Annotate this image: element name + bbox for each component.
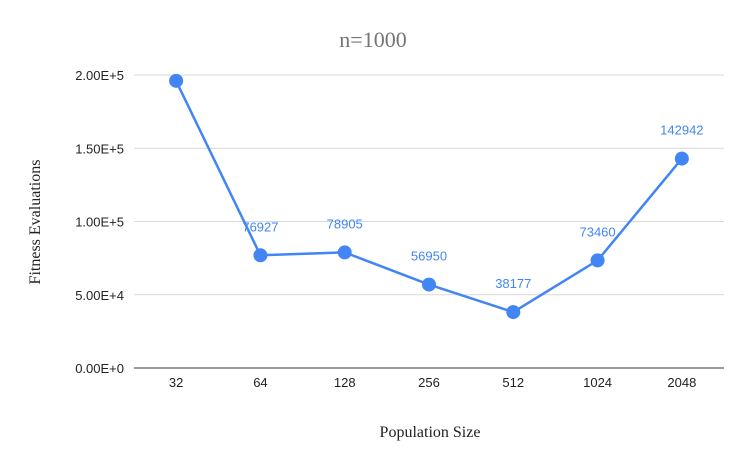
x-axis-label: Population Size bbox=[380, 424, 481, 441]
data-label: 142942 bbox=[660, 123, 703, 138]
gridlines bbox=[134, 74, 724, 369]
data-labels: 76927 78905 56950 38177 73460 142942 bbox=[242, 123, 703, 291]
series-line bbox=[169, 73, 689, 320]
data-point bbox=[422, 277, 436, 292]
y-tick-label: 5.00E+4 bbox=[75, 288, 124, 303]
x-tick-label: 32 bbox=[169, 375, 183, 390]
y-tick-label: 0.00E+0 bbox=[75, 361, 124, 376]
y-axis-label: Fitness Evaluations bbox=[27, 160, 44, 285]
x-tick-label: 512 bbox=[502, 375, 524, 390]
data-point bbox=[253, 248, 268, 263]
data-point bbox=[590, 253, 605, 268]
x-tick-label: 256 bbox=[418, 375, 440, 390]
x-tick-label: 1024 bbox=[583, 375, 612, 390]
x-tick-label: 128 bbox=[334, 375, 356, 390]
series-polyline bbox=[174, 80, 683, 314]
data-label: 76927 bbox=[242, 219, 278, 234]
x-tick-label: 64 bbox=[253, 375, 267, 390]
data-label: 38177 bbox=[495, 276, 531, 291]
data-point bbox=[674, 151, 689, 166]
data-point bbox=[337, 245, 352, 260]
data-label: 73460 bbox=[579, 224, 615, 239]
x-tick-label: 2048 bbox=[667, 375, 696, 390]
y-tick-label: 1.00E+5 bbox=[75, 215, 124, 230]
x-axis-ticks: 32 64 128 256 512 1024 2048 bbox=[169, 375, 696, 390]
chart-title: n=1000 bbox=[339, 27, 406, 52]
data-label: 56950 bbox=[411, 249, 447, 264]
data-point bbox=[506, 305, 521, 320]
y-tick-label: 2.00E+5 bbox=[75, 68, 124, 83]
y-axis-ticks: 0.00E+0 5.00E+4 1.00E+5 1.50E+5 2.00E+5 bbox=[75, 68, 124, 376]
data-label: 78905 bbox=[327, 216, 363, 231]
y-tick-label: 1.50E+5 bbox=[75, 141, 124, 156]
data-point bbox=[169, 73, 184, 88]
